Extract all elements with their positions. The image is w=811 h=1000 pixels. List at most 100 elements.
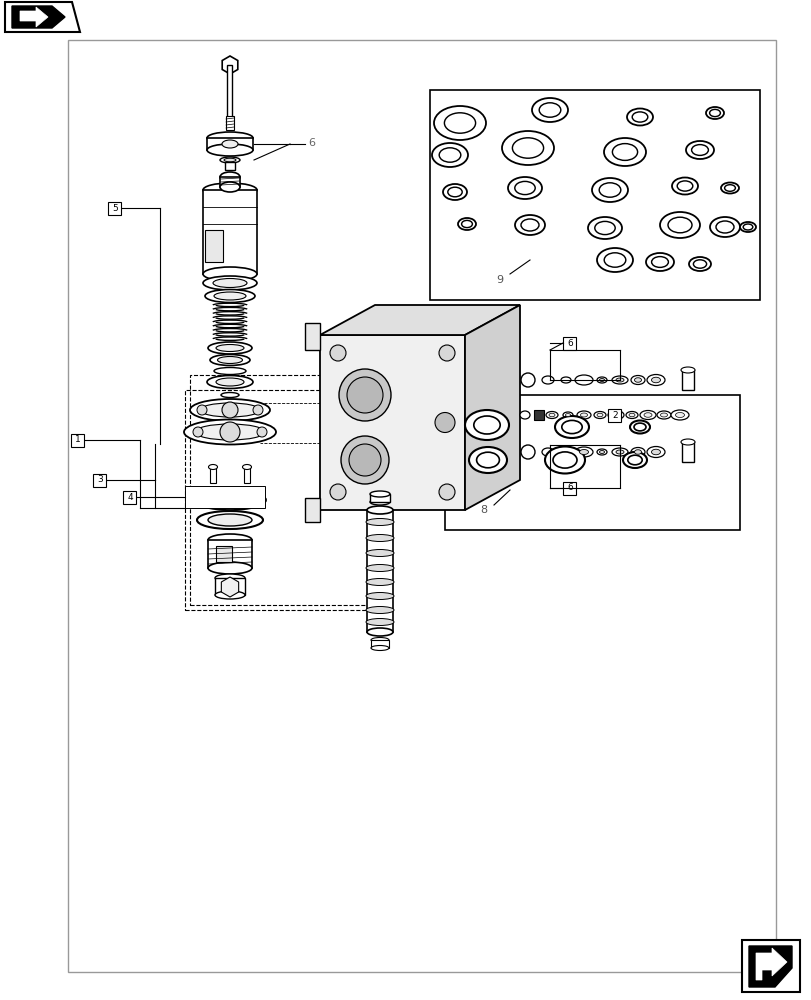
Bar: [444, 395, 739, 530]
Text: 8: 8: [480, 505, 487, 515]
Polygon shape: [12, 6, 65, 28]
Ellipse shape: [514, 215, 544, 235]
Ellipse shape: [646, 253, 673, 271]
Ellipse shape: [622, 452, 646, 468]
Bar: [216, 546, 232, 562]
Bar: [220, 177, 240, 187]
Ellipse shape: [579, 450, 588, 454]
Ellipse shape: [693, 260, 706, 268]
Circle shape: [341, 436, 388, 484]
Ellipse shape: [544, 446, 584, 474]
Ellipse shape: [603, 138, 646, 166]
Ellipse shape: [639, 410, 655, 420]
Ellipse shape: [611, 144, 637, 160]
Ellipse shape: [548, 413, 554, 417]
Ellipse shape: [465, 410, 508, 440]
Ellipse shape: [715, 221, 733, 233]
Circle shape: [257, 427, 267, 437]
Ellipse shape: [433, 106, 486, 140]
Circle shape: [349, 444, 380, 476]
Bar: [607, 408, 620, 422]
Bar: [370, 494, 389, 502]
Ellipse shape: [709, 109, 719, 117]
Ellipse shape: [184, 420, 276, 444]
Ellipse shape: [564, 414, 570, 416]
Bar: [215, 578, 245, 595]
Bar: [93, 474, 106, 487]
Ellipse shape: [531, 98, 568, 122]
Ellipse shape: [215, 591, 245, 599]
Ellipse shape: [444, 113, 475, 133]
Ellipse shape: [366, 592, 393, 599]
Ellipse shape: [667, 217, 691, 233]
Circle shape: [439, 484, 454, 500]
Ellipse shape: [616, 450, 623, 454]
Ellipse shape: [200, 403, 260, 417]
Ellipse shape: [220, 157, 240, 163]
Text: 6: 6: [566, 338, 573, 348]
Ellipse shape: [552, 452, 577, 468]
Bar: [534, 410, 543, 420]
Ellipse shape: [633, 450, 641, 454]
Ellipse shape: [214, 367, 246, 374]
Ellipse shape: [596, 449, 607, 455]
Text: 6: 6: [308, 138, 315, 148]
Bar: [681, 442, 693, 462]
Polygon shape: [305, 323, 320, 350]
Ellipse shape: [216, 344, 243, 352]
Bar: [225, 116, 234, 130]
Ellipse shape: [215, 574, 245, 582]
Ellipse shape: [204, 290, 255, 302]
Ellipse shape: [591, 178, 627, 202]
Ellipse shape: [221, 140, 238, 148]
Bar: [243, 467, 250, 483]
Ellipse shape: [221, 392, 238, 397]
Ellipse shape: [431, 143, 467, 167]
Ellipse shape: [630, 375, 644, 384]
Ellipse shape: [367, 506, 393, 514]
Ellipse shape: [370, 499, 389, 505]
Bar: [207, 138, 253, 150]
Ellipse shape: [214, 292, 246, 300]
Ellipse shape: [633, 378, 641, 382]
Ellipse shape: [633, 423, 646, 431]
Ellipse shape: [207, 132, 253, 144]
Ellipse shape: [611, 376, 627, 384]
Ellipse shape: [672, 178, 697, 195]
Ellipse shape: [574, 447, 592, 457]
Circle shape: [435, 412, 454, 432]
Polygon shape: [5, 2, 80, 32]
Bar: [741, 940, 799, 992]
Ellipse shape: [457, 218, 475, 230]
Ellipse shape: [709, 217, 739, 237]
Ellipse shape: [439, 148, 460, 162]
Text: 3: 3: [97, 476, 103, 485]
Ellipse shape: [676, 181, 692, 191]
Ellipse shape: [190, 399, 270, 421]
Ellipse shape: [366, 550, 393, 556]
Ellipse shape: [508, 177, 541, 199]
Ellipse shape: [630, 448, 644, 456]
Bar: [185, 390, 375, 610]
Ellipse shape: [366, 534, 393, 542]
Circle shape: [253, 405, 263, 415]
Bar: [109, 202, 122, 215]
Ellipse shape: [366, 618, 393, 626]
Bar: [68, 40, 775, 972]
Ellipse shape: [646, 446, 664, 458]
Ellipse shape: [210, 355, 250, 365]
Text: 2: 2: [611, 410, 617, 420]
Ellipse shape: [203, 183, 257, 197]
Ellipse shape: [670, 410, 689, 420]
Ellipse shape: [371, 646, 388, 650]
Ellipse shape: [599, 378, 603, 381]
Polygon shape: [755, 948, 786, 980]
Circle shape: [346, 377, 383, 413]
Ellipse shape: [587, 217, 621, 239]
Ellipse shape: [207, 144, 253, 156]
Ellipse shape: [650, 449, 659, 455]
Ellipse shape: [220, 182, 240, 192]
Ellipse shape: [207, 375, 253, 388]
Ellipse shape: [461, 220, 472, 228]
Ellipse shape: [208, 342, 251, 354]
